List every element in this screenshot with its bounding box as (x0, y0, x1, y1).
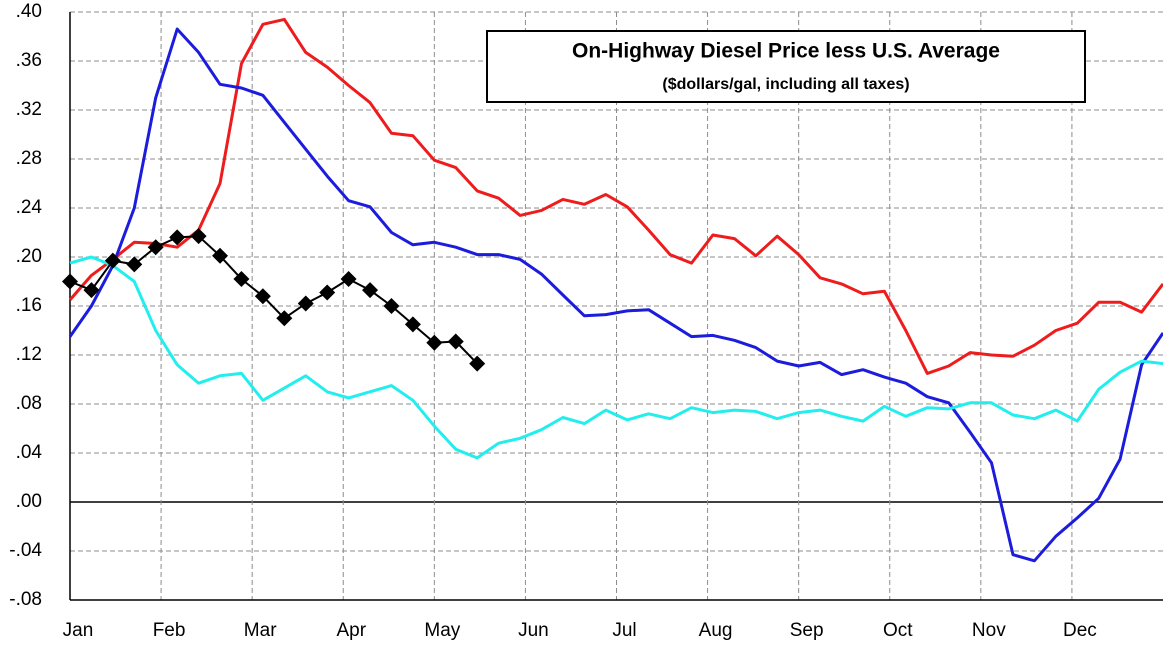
marker (233, 271, 250, 288)
x-tick-label: Nov (972, 620, 1006, 641)
y-tick-label: .28 (16, 148, 42, 169)
x-tick-label: Sep (790, 620, 824, 641)
x-tick-label: Oct (883, 620, 913, 641)
marker (469, 355, 486, 372)
y-tick-label: .16 (16, 295, 42, 316)
y-tick-label: .00 (16, 491, 42, 512)
marker (147, 239, 164, 256)
marker (126, 256, 143, 273)
marker (62, 273, 78, 290)
series-line (69, 235, 478, 365)
series-line (68, 27, 1163, 563)
x-tick-label: Aug (699, 620, 733, 641)
marker (83, 282, 100, 299)
marker (426, 334, 443, 351)
x-tick-label: Jul (612, 620, 636, 641)
x-tick-label: Jan (63, 620, 94, 641)
y-tick-label: .40 (16, 1, 42, 22)
series-line (69, 255, 1163, 460)
marker (212, 247, 229, 264)
marker (297, 295, 314, 312)
x-tick-label: Dec (1063, 620, 1097, 641)
series-line (68, 17, 1163, 375)
y-tick-label: .20 (16, 246, 42, 267)
y-tick-label: .32 (16, 99, 42, 120)
y-tick-label: -.04 (9, 540, 42, 561)
marker (254, 288, 271, 305)
marker (169, 229, 186, 246)
marker (404, 316, 421, 333)
y-tick-label: .36 (16, 50, 42, 71)
marker (362, 282, 379, 299)
x-tick-label: Jun (518, 620, 549, 641)
x-tick-label: Apr (336, 620, 366, 641)
chart-title: On-Highway Diesel Price less U.S. Averag… (572, 40, 1000, 63)
y-tick-label: .12 (16, 344, 42, 365)
y-tick-label: .24 (16, 197, 43, 218)
marker (340, 271, 357, 288)
title-box (486, 30, 1086, 103)
marker (319, 284, 336, 301)
marker (190, 228, 207, 245)
x-tick-label: May (424, 620, 460, 641)
marker (104, 252, 121, 269)
y-tick-label: .08 (16, 393, 42, 414)
y-tick-label: -.08 (9, 589, 42, 610)
chart-subtitle: ($dollars/gal, including all taxes) (662, 76, 909, 93)
x-tick-label: Mar (244, 620, 277, 641)
marker (276, 310, 293, 327)
x-tick-label: Feb (153, 620, 186, 641)
y-tick-label: .04 (16, 442, 43, 463)
marker (383, 298, 400, 314)
marker (447, 333, 464, 350)
